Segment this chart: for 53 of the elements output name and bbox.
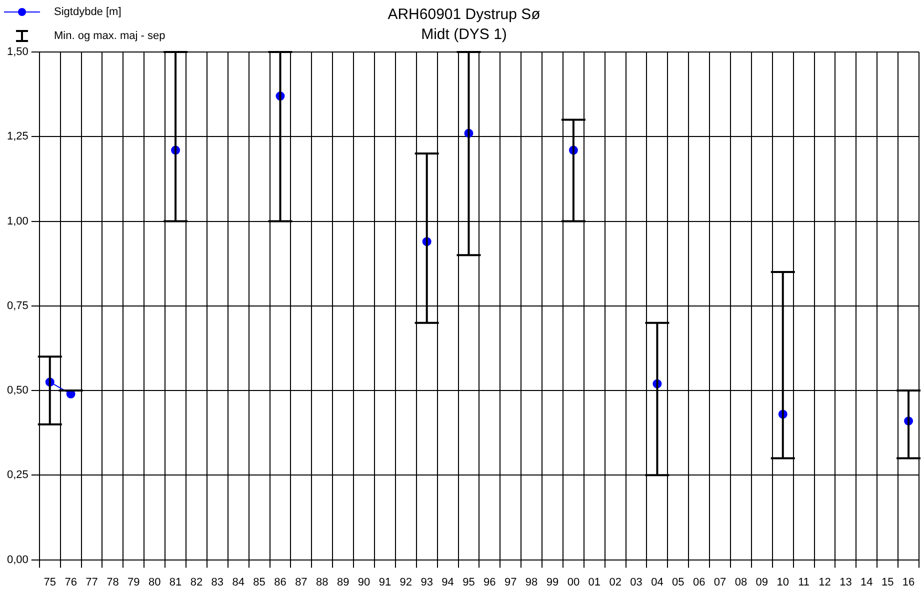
x-tick-label: 16 (902, 576, 915, 588)
x-tick-label: 95 (462, 576, 475, 588)
x-tick-label: 96 (484, 576, 496, 588)
x-tick-label: 11 (798, 576, 810, 588)
chart-title: ARH60901 Dystrup Sø (388, 6, 540, 24)
x-tick-label: 09 (756, 576, 768, 588)
x-tick-label: 85 (253, 576, 266, 588)
y-tick-label: 1,00 (6, 215, 28, 228)
x-tick-label: 05 (672, 576, 684, 588)
x-tick-label: 00 (567, 576, 580, 588)
y-tick-label: 0,50 (6, 384, 28, 397)
text: Min. og max. maj - sep (54, 30, 166, 42)
x-tick-label: 02 (609, 576, 622, 588)
x-tick-label: 90 (358, 576, 370, 588)
x-tick-label: 91 (378, 576, 392, 588)
x-tick-label: 04 (651, 576, 664, 588)
x-tick-label: 77 (86, 576, 98, 588)
x-tick-label: 97 (504, 576, 517, 588)
x-tick-label: 12 (818, 576, 831, 588)
y-tick-label: 0,00 (6, 554, 28, 566)
x-tick-label: 98 (525, 576, 538, 588)
x-tick-label: 86 (274, 576, 286, 588)
x-tick-label: 81 (169, 576, 182, 588)
x-tick-label: 94 (442, 576, 454, 588)
chart-subtitle: Midt (DYS 1) (421, 26, 507, 44)
x-tick-label: 15 (881, 576, 894, 588)
x-tick-label: 93 (420, 576, 433, 588)
x-tick-label: 88 (316, 576, 328, 588)
x-tick-label: 83 (211, 576, 224, 588)
x-tick-label: 08 (734, 576, 748, 588)
x-tick-label: 14 (860, 576, 873, 588)
legend-label: Sigtdybde [m] (54, 6, 122, 18)
x-tick-label: 79 (128, 576, 140, 588)
x-tick-label: 99 (546, 576, 559, 588)
y-tick-label: 0,25 (6, 469, 28, 482)
x-tick-label: 78 (106, 576, 119, 588)
x-tick-label: 13 (840, 576, 852, 588)
x-tick-label: 82 (190, 576, 203, 588)
x-tick-label: 07 (714, 576, 726, 588)
x-tick-label: 89 (336, 576, 350, 588)
x-tick-label: 03 (630, 576, 642, 588)
x-tick-label: 87 (295, 576, 308, 588)
y-tick-label: 0,75 (6, 300, 28, 312)
y-tick-label: 1,25 (6, 130, 28, 143)
y-tick-label: 1,50 (6, 46, 28, 58)
x-tick-label: 06 (692, 576, 706, 588)
x-tick-label: 92 (400, 576, 412, 588)
x-tick-label: 75 (44, 576, 56, 588)
x-tick-label: 01 (588, 576, 601, 588)
x-tick-label: 76 (64, 576, 77, 588)
x-tick-label: 80 (148, 576, 161, 588)
x-tick-label: 10 (776, 576, 789, 588)
x-tick-label: 84 (232, 576, 244, 588)
